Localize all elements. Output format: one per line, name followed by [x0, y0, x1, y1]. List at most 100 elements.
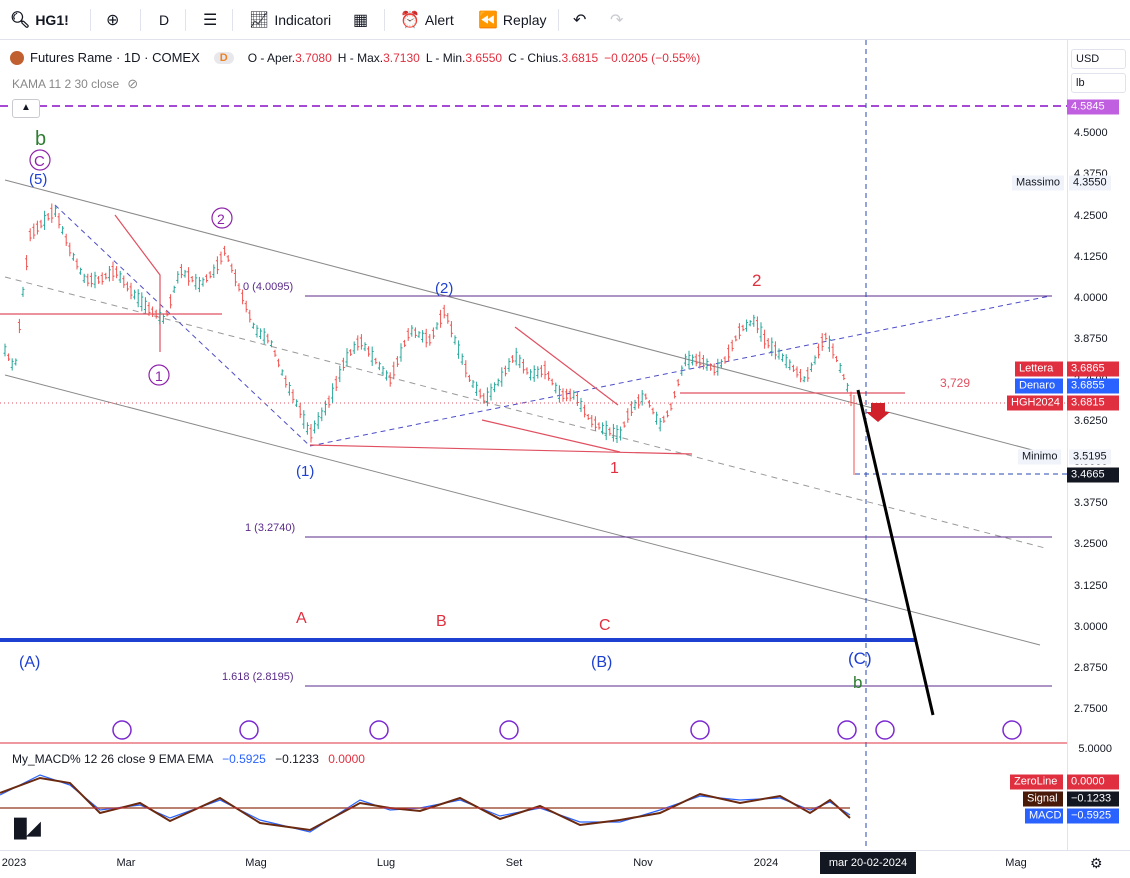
red-wedge-1 — [114, 214, 161, 352]
time-cursor-label: mar 20-02-2024 — [820, 852, 916, 874]
alarm-clock-icon: ⏰ — [400, 12, 420, 29]
ohlc-low-label: L - Min. — [425, 50, 466, 65]
chart-type-button[interactable]: ☰ — [203, 8, 222, 32]
replay-button[interactable]: ⏪ Replay — [478, 8, 547, 32]
wave-label-A-blue: (A) — [19, 654, 40, 671]
zeroline-label: ZeroLine — [1010, 774, 1063, 790]
copper-logo-icon — [10, 50, 24, 65]
time-axis-label: Nov — [633, 857, 653, 869]
interval-label: D — [159, 12, 170, 28]
price-axis-tick: 3.2500 — [1074, 538, 1108, 550]
alert-label: Alert — [424, 12, 454, 28]
undo-button[interactable]: ↶ — [573, 8, 591, 32]
plus-circle-icon: ⊕ — [106, 12, 120, 29]
macd-label: MACD — [1025, 808, 1063, 824]
denaro-label: Denaro — [1015, 378, 1063, 394]
price-axis-tick: 4.2500 — [1074, 210, 1108, 222]
ohlc-close-label: C - Chius. — [508, 50, 562, 65]
symbol-search[interactable]: 🔍︎ HG1! — [10, 8, 69, 32]
lettera-value: 3.6865 — [1067, 361, 1119, 377]
unit-select[interactable]: lb — [1071, 73, 1126, 93]
price-axis-tick: 3.3750 — [1074, 497, 1108, 509]
wave-label-1-paren: (1) — [296, 463, 314, 480]
price-axis-tick: 4.5000 — [1074, 127, 1108, 139]
settings-gear-icon[interactable]: ⚙ — [1090, 855, 1103, 871]
events-row — [112, 720, 1022, 740]
market-status-badge[interactable]: D — [213, 51, 234, 64]
event-icon — [1002, 720, 1022, 740]
ohlc-low-value: 3.6550 — [465, 50, 503, 65]
fib-1-label: 1 (3.2740) — [245, 522, 295, 534]
wave-label-B-blue: (B) — [591, 654, 612, 671]
wave-label-1-circ: 1 — [155, 368, 163, 384]
price-axis-tick: 4.0000 — [1074, 292, 1108, 304]
channel-lower — [4, 374, 1041, 646]
projection-line — [856, 389, 935, 716]
wave-label-B-red: B — [436, 613, 447, 630]
redo-button[interactable]: ↷ — [610, 8, 628, 32]
zeroline-value: 0.0000 — [1067, 774, 1119, 790]
legend-title: Futures Rame · 1D · COMEX — [30, 50, 200, 65]
event-icon — [369, 720, 389, 740]
denaro-value: 3.6855 — [1067, 378, 1119, 394]
interval-button[interactable]: D — [159, 8, 169, 32]
price-axis-tick: 2.8750 — [1074, 662, 1108, 674]
layout-button[interactable]: ▦ — [353, 8, 373, 32]
chevron-up-icon: ▲ — [21, 102, 31, 113]
symbol-price-label: HGH2024 — [1007, 395, 1063, 411]
time-axis-label: Lug — [376, 857, 396, 869]
minimo-value: 3.5195 — [1069, 449, 1111, 465]
ohlc-high-label: H - Max. — [337, 50, 384, 65]
symbol-price-value: 3.6815 — [1067, 395, 1119, 411]
undo-icon: ↶ — [573, 12, 587, 29]
chart-legend: Futures Rame · 1D · COMEX D O - Aper. 3.… — [10, 50, 700, 65]
ohlc-change: −0.0205 (−0.55%) — [604, 50, 701, 65]
price-axis-tick: 3.6250 — [1074, 415, 1108, 427]
price-axis-tick: 4.1250 — [1074, 251, 1108, 263]
event-icon — [239, 720, 259, 740]
wave-label-b-bottom: b — [853, 673, 862, 692]
compare-button[interactable]: ⊕ — [106, 8, 124, 32]
fib-0-label: 0 (4.0095) — [243, 281, 293, 293]
kama-legend[interactable]: KAMA 11 2 30 close ⊘ — [12, 76, 138, 92]
wave-label-C-red: C — [599, 617, 611, 634]
price-axis-tick: 3.1250 — [1074, 580, 1108, 592]
bar-chart-icon: ☰ — [203, 12, 218, 29]
event-icon — [875, 720, 895, 740]
price-axis[interactable] — [1067, 40, 1130, 850]
wave-label-2-red: 2 — [752, 271, 761, 290]
signal-label: Signal — [1023, 791, 1063, 807]
kama-label: KAMA 11 2 30 close — [12, 77, 120, 91]
wave-label-2-paren: (2) — [435, 280, 453, 297]
time-axis[interactable]: 2023 Mar Mag Lug Set Nov 2024 Mag mar 20-02-202… — [0, 850, 1130, 878]
currency-select[interactable]: USD — [1071, 49, 1126, 69]
redo-icon: ↷ — [610, 12, 624, 29]
price-bars — [3, 203, 855, 475]
wave-label-C-top: C — [34, 153, 45, 170]
main-chart[interactable]: b C (5) 2 1 (1) (2) 1 2 A B C (A) (B) (C… — [0, 40, 1067, 850]
collapse-legend-button[interactable]: ▲ — [12, 99, 40, 118]
ohlc-open-label: O - Aper. — [247, 50, 296, 65]
red-level-2 — [309, 444, 693, 455]
macd-legend: My_MACD% 12 26 close 9 EMA EMA −0.5925 −… — [12, 752, 365, 766]
crosshair-price-label: 3.4665 — [1067, 467, 1119, 483]
time-axis-label: Mag — [1005, 857, 1027, 869]
top-toolbar: 🔍︎ HG1! ⊕ D ☰ 📈︎ Indicatori ▦ ⏰ Alert ⏪ … — [0, 0, 1130, 40]
search-icon: 🔍︎ — [10, 12, 31, 29]
indicators-button[interactable]: 📈︎ Indicatori — [249, 8, 331, 32]
macd-legend-name: My_MACD% 12 26 close 9 EMA EMA — [12, 752, 213, 766]
macd-legend-v3: 0.0000 — [328, 752, 365, 766]
event-icon — [112, 720, 132, 740]
time-axis-label: Mag — [245, 857, 267, 869]
alert-button[interactable]: ⏰ Alert — [400, 8, 454, 32]
time-axis-label: 2023 — [1, 857, 27, 869]
macd-legend-v2: −0.1233 — [275, 752, 319, 766]
macd-value: −0.5925 — [1067, 808, 1119, 824]
ohlc-open-value: 3.7080 — [295, 50, 332, 65]
eye-hidden-icon[interactable]: ⊘ — [127, 76, 139, 91]
tradingview-logo[interactable]: █◢ — [14, 818, 41, 838]
red-wedge-2b — [481, 419, 621, 453]
fib-1618-label: 1.618 (2.8195) — [222, 671, 294, 683]
event-icon — [499, 720, 519, 740]
massimo-value: 4.3550 — [1069, 175, 1111, 191]
